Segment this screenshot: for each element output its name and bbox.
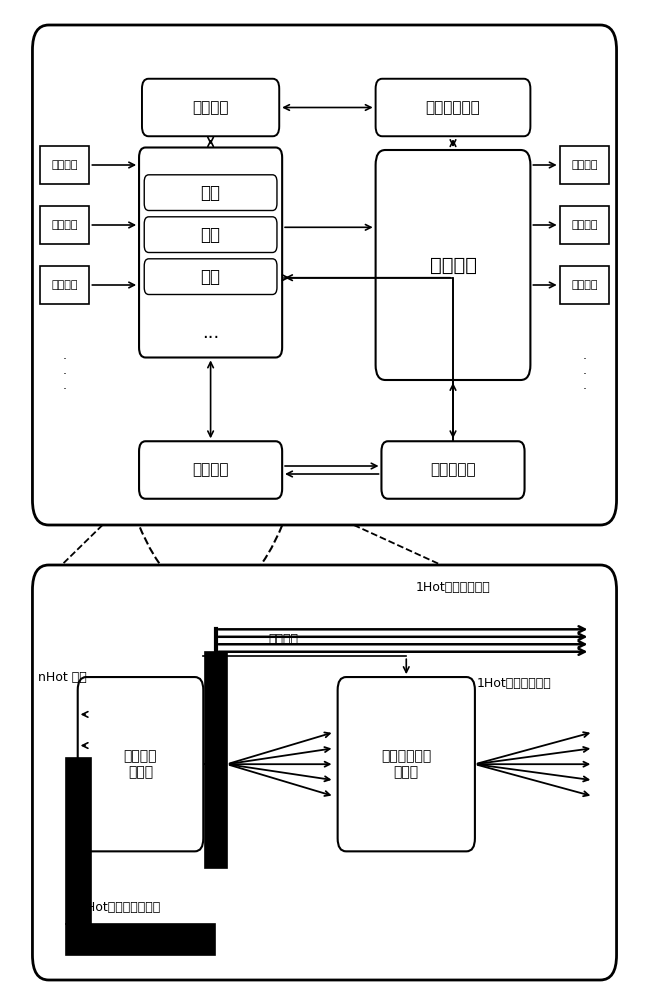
FancyBboxPatch shape	[139, 441, 282, 499]
Text: 输出通道分配
仲裁器: 输出通道分配 仲裁器	[381, 749, 432, 779]
Bar	[559, 266, 609, 304]
Text: 1Hot输出通道选择: 1Hot输出通道选择	[476, 677, 551, 690]
FancyBboxPatch shape	[139, 147, 282, 357]
Text: 通道: 通道	[201, 268, 221, 286]
Bar	[40, 206, 90, 244]
Bar	[40, 266, 90, 304]
FancyBboxPatch shape	[144, 139, 288, 349]
Text: 数据流控制: 数据流控制	[430, 462, 476, 478]
Text: ...: ...	[202, 324, 219, 342]
FancyBboxPatch shape	[376, 150, 530, 380]
Text: nHot 请求: nHot 请求	[38, 671, 87, 684]
Bar	[40, 146, 90, 184]
FancyBboxPatch shape	[144, 259, 277, 294]
FancyBboxPatch shape	[144, 175, 277, 211]
Text: 数据输出: 数据输出	[571, 280, 598, 290]
Bar	[66, 924, 215, 955]
Bar	[559, 146, 609, 184]
Text: 交叉开关分配: 交叉开关分配	[426, 100, 480, 115]
FancyBboxPatch shape	[376, 79, 530, 136]
Text: 通道: 通道	[201, 226, 221, 244]
Text: 数据输入: 数据输入	[51, 160, 78, 170]
FancyBboxPatch shape	[78, 677, 203, 851]
FancyBboxPatch shape	[337, 677, 475, 851]
FancyBboxPatch shape	[382, 441, 524, 499]
Text: nHot下一级通道信息: nHot下一级通道信息	[79, 901, 162, 914]
Text: 数据输出: 数据输出	[571, 220, 598, 230]
Text: 通道: 通道	[201, 184, 221, 202]
FancyBboxPatch shape	[144, 217, 277, 252]
FancyBboxPatch shape	[32, 565, 617, 980]
Bar	[204, 652, 227, 868]
Bar	[66, 758, 91, 924]
Text: 数据输入: 数据输入	[51, 220, 78, 230]
Text: ·
·
·: · · ·	[62, 354, 67, 396]
Text: 输入仲裁
仲裁器: 输入仲裁 仲裁器	[124, 749, 157, 779]
FancyBboxPatch shape	[32, 25, 617, 525]
Text: 交叉开关: 交叉开关	[430, 255, 476, 274]
FancyBboxPatch shape	[149, 131, 293, 341]
FancyBboxPatch shape	[142, 79, 279, 136]
Text: 路由计算: 路由计算	[192, 100, 229, 115]
Text: 数据输入: 数据输入	[51, 280, 78, 290]
Bar	[559, 206, 609, 244]
Text: 通道分配: 通道分配	[192, 462, 229, 478]
Text: 1Hot输入通道选择: 1Hot输入通道选择	[415, 581, 491, 594]
Text: 数据输出: 数据输出	[571, 160, 598, 170]
Text: ·
·
·: · · ·	[582, 354, 587, 396]
Text: 端口选择: 端口选择	[269, 633, 299, 646]
